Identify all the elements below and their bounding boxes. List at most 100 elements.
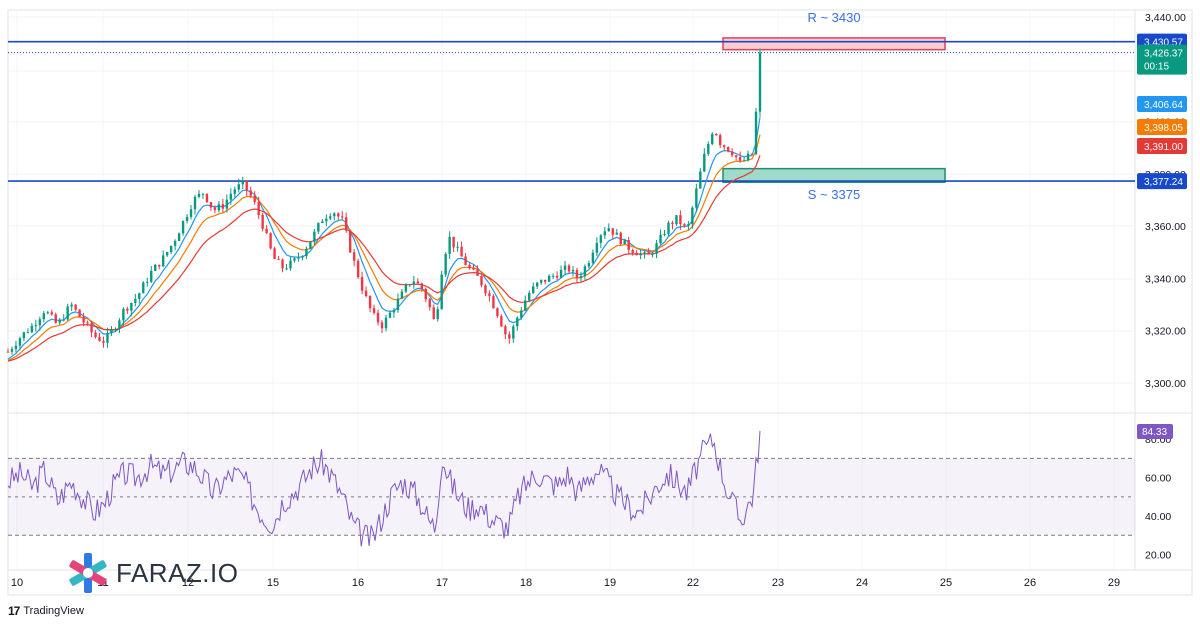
candle bbox=[448, 231, 451, 259]
candle-body bbox=[726, 146, 730, 152]
candle bbox=[78, 309, 81, 317]
candle bbox=[456, 241, 459, 252]
candle-body bbox=[341, 216, 344, 218]
candle-body bbox=[615, 232, 618, 235]
support-price-tag: 3,377.24 bbox=[1137, 173, 1187, 190]
date-tick-label: 15 bbox=[267, 577, 279, 589]
candle bbox=[480, 275, 483, 288]
candle bbox=[484, 283, 487, 297]
candle-body bbox=[360, 277, 364, 291]
candle bbox=[719, 133, 722, 148]
candle-body bbox=[675, 215, 678, 225]
candle-body bbox=[758, 52, 762, 112]
candle bbox=[257, 196, 260, 220]
candle bbox=[110, 326, 113, 337]
candle-body bbox=[333, 213, 336, 217]
candle-body bbox=[535, 282, 539, 287]
candle bbox=[599, 233, 603, 249]
candle-body bbox=[337, 213, 340, 217]
candle bbox=[193, 194, 197, 215]
price-tick-label: 3,300.00 bbox=[1145, 378, 1186, 390]
candle-body bbox=[181, 220, 185, 234]
candle bbox=[412, 275, 416, 289]
candle bbox=[631, 248, 634, 256]
candle-body bbox=[623, 239, 626, 244]
candle bbox=[297, 252, 300, 262]
candle-body bbox=[165, 252, 169, 256]
candle-body bbox=[746, 153, 750, 161]
candle bbox=[114, 327, 117, 332]
candle bbox=[161, 250, 165, 268]
candle-body bbox=[695, 188, 698, 208]
candle bbox=[281, 258, 284, 273]
candle bbox=[22, 331, 26, 342]
candle-body bbox=[348, 230, 352, 253]
candle bbox=[392, 307, 396, 318]
candle-body bbox=[42, 313, 46, 320]
candle bbox=[615, 228, 618, 235]
candle-body bbox=[157, 264, 161, 267]
candle bbox=[237, 178, 240, 193]
horizontal-lines-layer[interactable] bbox=[8, 40, 1135, 182]
candle bbox=[500, 314, 503, 327]
candle-body bbox=[639, 253, 642, 256]
candle bbox=[532, 282, 535, 295]
date-tick-label: 25 bbox=[940, 577, 952, 589]
candle bbox=[269, 232, 272, 250]
ma-slow-line bbox=[7, 155, 761, 362]
candle-body bbox=[325, 218, 328, 222]
candle bbox=[169, 245, 173, 255]
candle bbox=[58, 317, 61, 325]
price-axis[interactable]: 3,440.00 3,360.00 3,340.00 3,320.00 3,300.00… bbox=[1145, 12, 1186, 561]
candle bbox=[611, 228, 614, 239]
chart-frame bbox=[7, 9, 1193, 596]
candle-body bbox=[719, 135, 722, 146]
candle-body bbox=[428, 299, 431, 308]
faraz-star-icon bbox=[69, 553, 107, 593]
candle-body bbox=[14, 345, 18, 350]
candle bbox=[138, 292, 141, 304]
candle-body bbox=[436, 309, 439, 320]
zones-layer[interactable]: R ~ 3430 S ~ 3375 bbox=[722, 10, 946, 202]
candle bbox=[655, 239, 658, 259]
candle-body bbox=[476, 269, 479, 276]
candle bbox=[42, 310, 46, 323]
candle bbox=[496, 307, 499, 319]
last-price-tag: 3,426.37 00:15 bbox=[1137, 44, 1187, 75]
candle-body bbox=[289, 260, 292, 269]
candle-body bbox=[368, 296, 372, 309]
candle-body bbox=[58, 319, 61, 323]
candle-body bbox=[253, 195, 256, 202]
candle-body bbox=[492, 296, 495, 309]
candle-body bbox=[683, 224, 686, 226]
candle-body bbox=[22, 332, 26, 339]
candle-body bbox=[468, 264, 471, 269]
candle-body bbox=[392, 310, 396, 313]
candle bbox=[225, 194, 229, 213]
candle bbox=[209, 201, 213, 211]
candle-body bbox=[559, 269, 563, 278]
candle-body bbox=[376, 312, 380, 323]
candle-body bbox=[440, 274, 443, 310]
candle-body bbox=[734, 155, 738, 158]
candle bbox=[26, 328, 30, 334]
candle-body bbox=[738, 157, 742, 161]
candle-body bbox=[66, 306, 69, 320]
candle bbox=[329, 213, 332, 221]
candle bbox=[333, 212, 336, 221]
date-axis[interactable]: 1011121516171819222324252629 bbox=[11, 577, 1120, 589]
candle-body bbox=[205, 193, 209, 203]
candle-body bbox=[611, 228, 614, 235]
candle bbox=[173, 239, 177, 251]
candle-body bbox=[754, 111, 758, 155]
candle-body bbox=[563, 265, 567, 270]
candle bbox=[472, 264, 475, 271]
candle bbox=[305, 246, 308, 260]
candle bbox=[607, 223, 611, 232]
candle bbox=[659, 229, 662, 245]
candle-body bbox=[177, 233, 181, 241]
candle-body bbox=[356, 260, 360, 278]
candle bbox=[699, 168, 702, 189]
candle-body bbox=[655, 243, 658, 254]
